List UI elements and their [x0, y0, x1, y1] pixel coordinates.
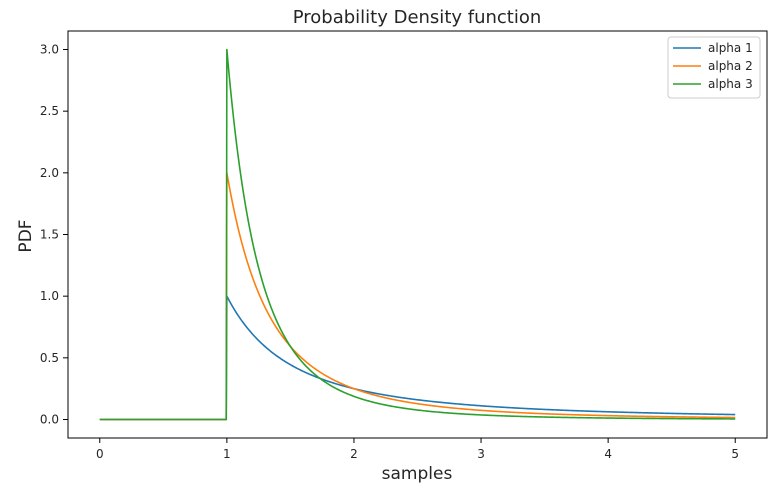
y-tick-label: 0.0 [40, 413, 59, 427]
x-tick-label: 3 [477, 447, 485, 461]
x-tick-label: 5 [731, 447, 739, 461]
series-line-alpha-3 [99, 48, 736, 421]
plot-area [67, 30, 768, 439]
y-tick-label: 3.0 [40, 43, 59, 57]
x-tick-label: 1 [223, 447, 231, 461]
y-axis: 0.0 0.5 1.0 1.5 2.0 2.5 3.0 [40, 43, 68, 427]
series-line-alpha-2 [99, 172, 736, 421]
legend-label: alpha 1 [708, 41, 753, 55]
legend: alpha 1 alpha 2 alpha 3 [667, 36, 761, 99]
y-tick-label: 2.5 [40, 104, 59, 118]
series-line-alpha-1 [99, 295, 736, 421]
y-axis-title: PDF [16, 219, 36, 252]
x-tick-label: 2 [350, 447, 358, 461]
x-tick-label: 4 [604, 447, 612, 461]
legend-label: alpha 3 [708, 77, 753, 91]
series-layer [99, 48, 736, 421]
legend-label: alpha 2 [708, 59, 753, 73]
chart-title: Probability Density function [293, 7, 542, 28]
y-tick-label: 2.0 [40, 166, 59, 180]
x-tick-label: 0 [96, 447, 104, 461]
legend-box [667, 36, 761, 99]
x-axis: 0 1 2 3 4 5 [96, 438, 739, 461]
y-tick-label: 1.0 [40, 289, 59, 303]
y-tick-label: 1.5 [40, 228, 59, 242]
x-axis-title: samples [382, 464, 453, 484]
y-tick-label: 0.5 [40, 351, 59, 365]
